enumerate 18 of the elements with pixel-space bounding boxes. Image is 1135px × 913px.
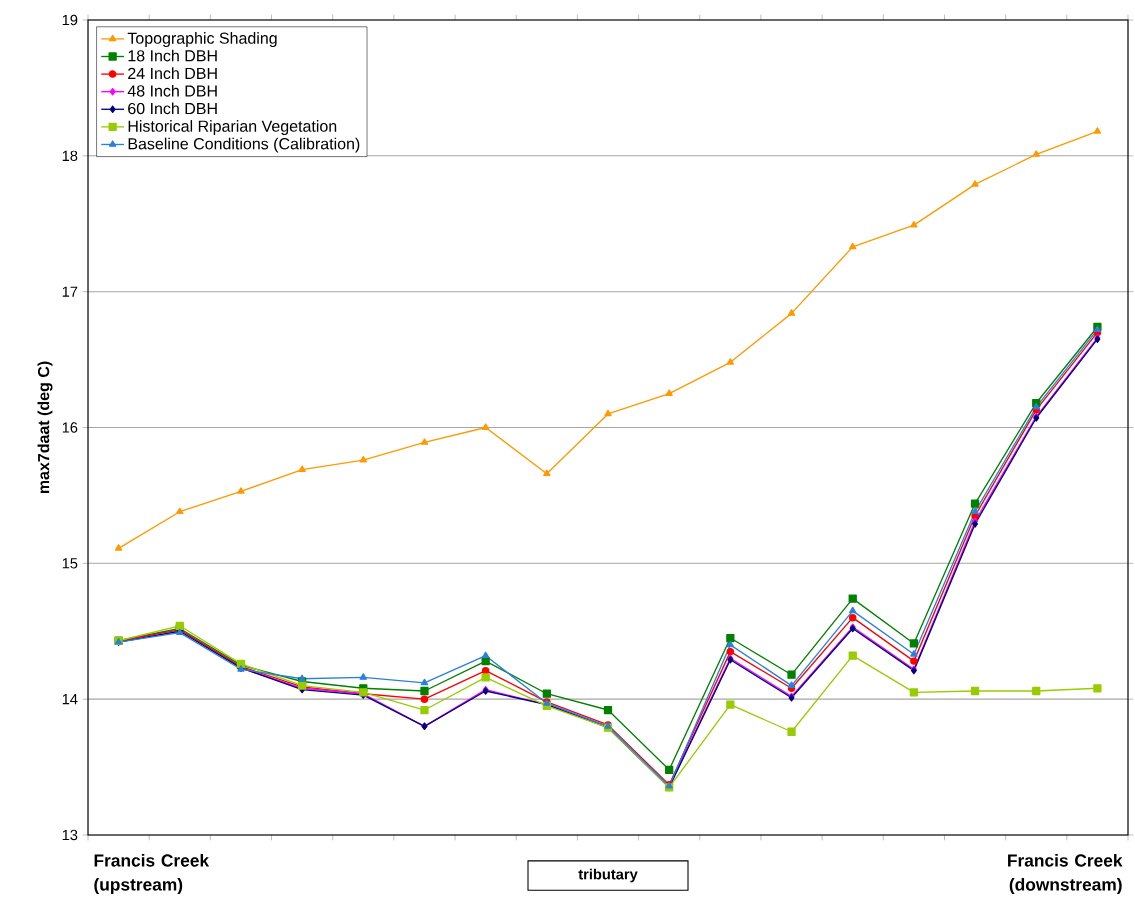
text: tributary xyxy=(578,868,638,883)
legend-label: 48 Inch DBH xyxy=(127,84,217,97)
text: Francis Creek (upstream) xyxy=(94,853,210,895)
y-tick-label: 17 xyxy=(62,286,78,297)
y-tick-label: 18 xyxy=(62,150,78,162)
y-tick-label: 15 xyxy=(62,558,78,569)
y-tick-label: 16 xyxy=(62,422,78,433)
legend-label: Topographic Shading xyxy=(127,32,277,48)
y-axis-title: max7daat (deg C) xyxy=(37,361,53,494)
text: Francis Creek (downstream) xyxy=(1008,853,1123,895)
y-tick-label: 19 xyxy=(62,14,78,26)
legend-label: Baseline Conditions (Calibration) xyxy=(128,137,360,153)
legend-label: Historical Riparian Vegetation xyxy=(128,120,337,135)
legend-label: 60 Inch DBH xyxy=(128,102,217,115)
legend-label: 24 Inch DBH xyxy=(128,67,217,80)
legend-label: 18 Inch DBH xyxy=(128,49,217,62)
y-tick-label: 14 xyxy=(62,694,78,705)
y-tick-label: 13 xyxy=(62,829,78,841)
